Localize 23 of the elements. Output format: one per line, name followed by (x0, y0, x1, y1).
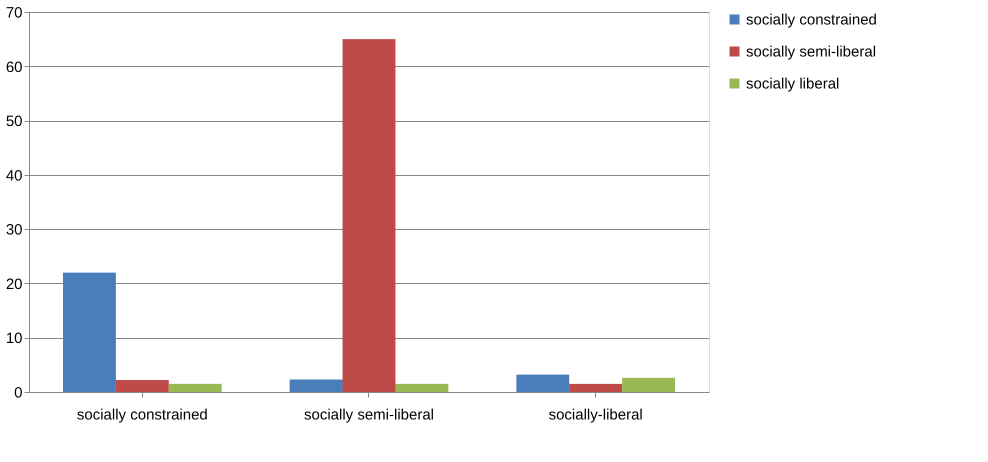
y-tick-label: 20 (6, 276, 22, 293)
bar (516, 374, 570, 392)
x-tick-label: socially semi-liberal (304, 406, 434, 424)
bar (395, 384, 448, 392)
bar (290, 380, 343, 392)
y-tick-label: 70 (6, 4, 22, 22)
x-tick-label: socially-liberal (548, 406, 643, 424)
bar (342, 39, 396, 392)
bar (168, 384, 222, 392)
y-tick-label: 40 (6, 167, 22, 184)
y-tick-label: 0 (14, 384, 22, 402)
bar (622, 378, 675, 392)
y-tick-label: 50 (6, 113, 22, 130)
bar (116, 380, 169, 392)
bar (63, 272, 116, 392)
bar (569, 384, 622, 392)
legend-label: socially liberal (746, 76, 840, 92)
legend-label: socially semi-liberal (746, 44, 876, 60)
legend-label: socially constrained (746, 12, 877, 28)
y-tick-label: 10 (6, 330, 22, 348)
y-tick-label: 60 (6, 58, 22, 76)
x-tick-label: socially constrained (76, 406, 208, 424)
y-tick-label: 30 (6, 222, 22, 239)
